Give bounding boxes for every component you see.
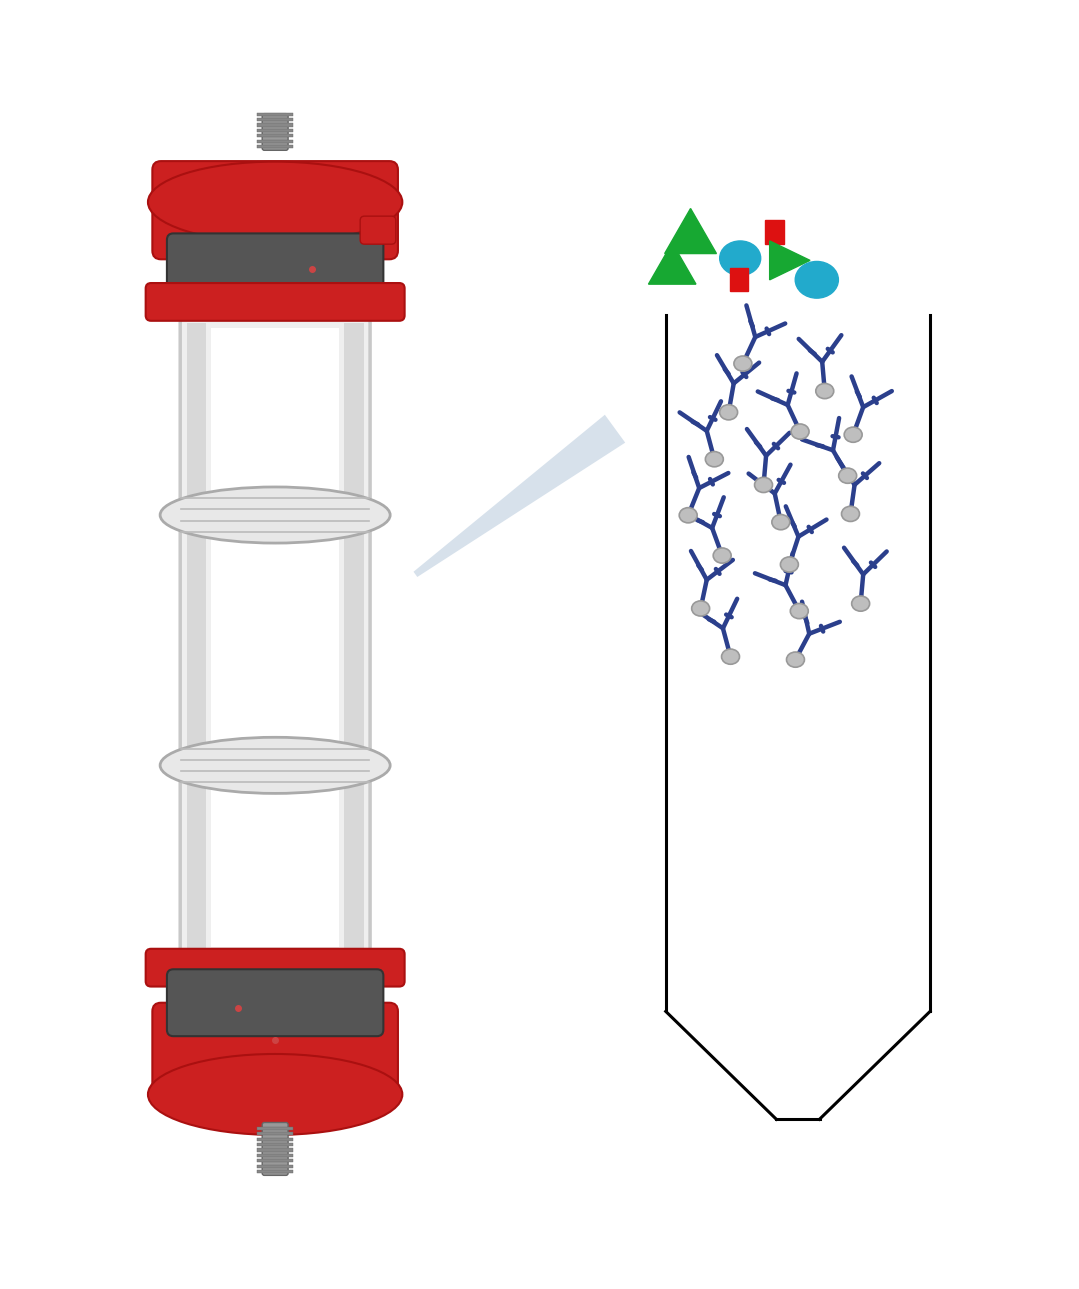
Ellipse shape xyxy=(148,1054,402,1134)
Bar xyxy=(257,124,293,126)
Bar xyxy=(765,220,784,244)
Ellipse shape xyxy=(720,241,761,276)
Ellipse shape xyxy=(844,427,862,442)
Bar xyxy=(257,1154,293,1158)
Ellipse shape xyxy=(842,507,860,522)
Bar xyxy=(257,129,293,131)
Ellipse shape xyxy=(780,557,798,572)
Bar xyxy=(257,1143,293,1146)
Ellipse shape xyxy=(722,650,739,664)
Ellipse shape xyxy=(148,161,402,242)
Bar xyxy=(257,1132,293,1136)
Bar xyxy=(257,1164,293,1168)
Ellipse shape xyxy=(851,596,870,611)
Polygon shape xyxy=(648,242,696,284)
Bar xyxy=(257,1148,293,1151)
Ellipse shape xyxy=(771,514,790,530)
Bar xyxy=(257,1138,293,1141)
Bar xyxy=(257,119,293,121)
FancyBboxPatch shape xyxy=(152,161,398,259)
Ellipse shape xyxy=(706,451,723,467)
Ellipse shape xyxy=(790,603,808,619)
Ellipse shape xyxy=(720,405,738,420)
Ellipse shape xyxy=(734,356,752,371)
Ellipse shape xyxy=(679,508,697,523)
FancyBboxPatch shape xyxy=(167,233,383,300)
FancyBboxPatch shape xyxy=(262,1123,288,1176)
Ellipse shape xyxy=(787,652,805,668)
Bar xyxy=(257,1170,293,1173)
FancyBboxPatch shape xyxy=(180,317,370,959)
Ellipse shape xyxy=(160,487,391,543)
Polygon shape xyxy=(666,1012,930,1119)
Ellipse shape xyxy=(795,262,838,298)
Polygon shape xyxy=(665,209,716,254)
Polygon shape xyxy=(413,415,625,577)
Ellipse shape xyxy=(692,601,710,616)
FancyBboxPatch shape xyxy=(360,217,396,244)
Bar xyxy=(257,1127,293,1130)
Ellipse shape xyxy=(791,424,809,440)
Ellipse shape xyxy=(713,548,732,563)
Bar xyxy=(211,329,339,946)
Bar xyxy=(730,268,749,291)
Polygon shape xyxy=(769,241,810,280)
FancyBboxPatch shape xyxy=(152,1003,398,1109)
FancyBboxPatch shape xyxy=(146,949,405,986)
Bar xyxy=(257,134,293,138)
Ellipse shape xyxy=(754,477,773,492)
Ellipse shape xyxy=(160,737,391,794)
FancyBboxPatch shape xyxy=(167,969,383,1036)
FancyBboxPatch shape xyxy=(146,284,405,321)
Bar xyxy=(257,112,293,116)
Bar xyxy=(344,324,364,953)
Bar xyxy=(257,139,293,143)
FancyBboxPatch shape xyxy=(262,113,288,151)
Bar xyxy=(666,316,930,1012)
Ellipse shape xyxy=(816,383,834,398)
Bar xyxy=(257,1159,293,1163)
Bar xyxy=(257,144,293,148)
Bar xyxy=(187,324,206,953)
Ellipse shape xyxy=(838,468,857,483)
